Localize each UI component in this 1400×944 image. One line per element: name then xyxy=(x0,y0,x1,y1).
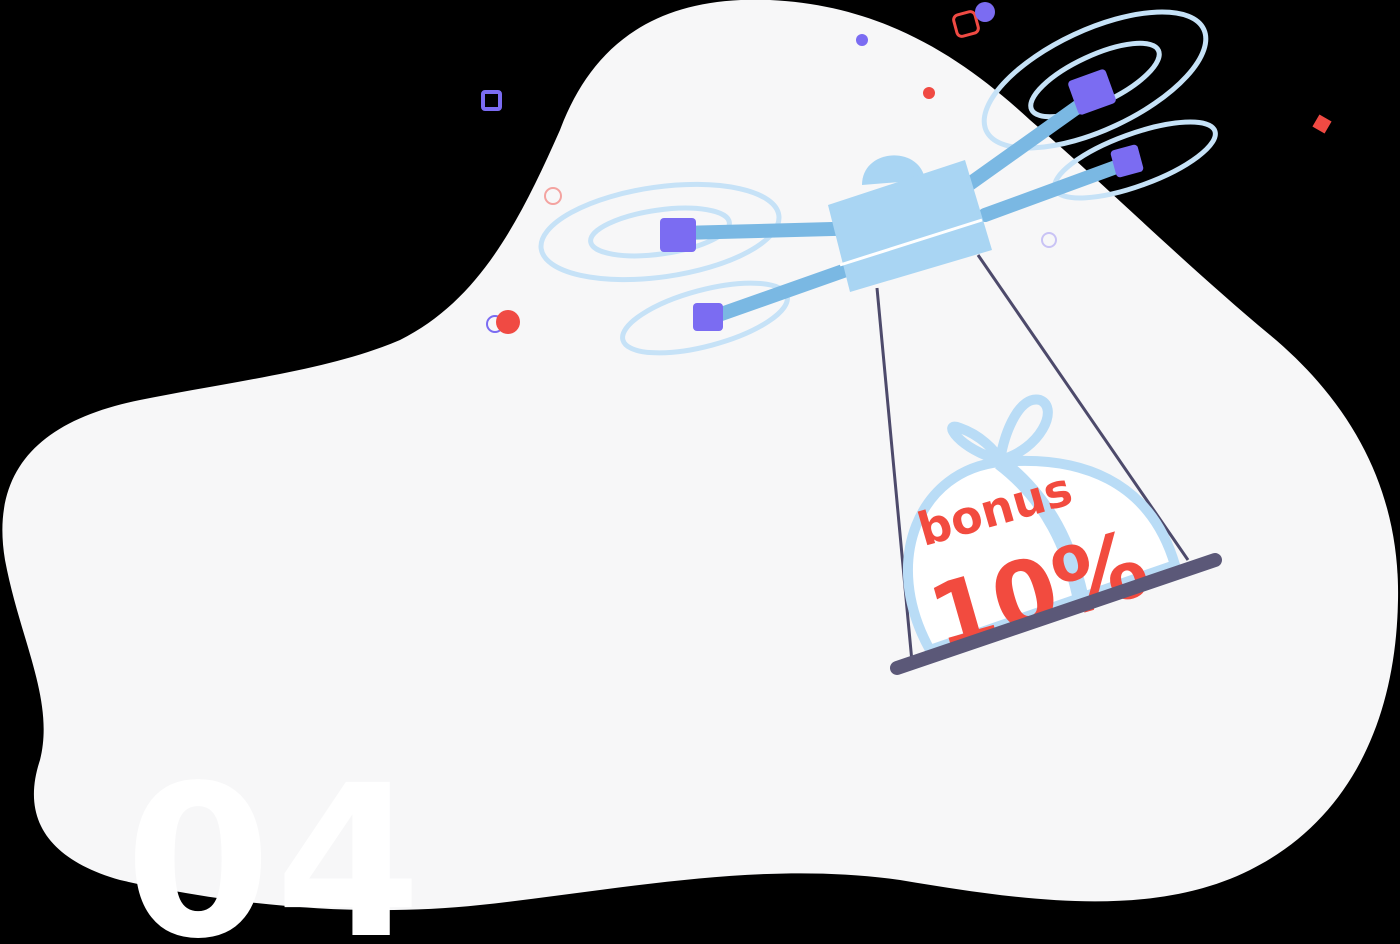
background-blob xyxy=(2,0,1399,911)
confetti-ring-icon xyxy=(1041,232,1057,248)
confetti-ring-icon xyxy=(544,187,562,205)
drone-motors xyxy=(660,69,1144,331)
step-number: 04 xyxy=(125,740,425,944)
gift-ribbon-vertical xyxy=(995,455,1088,597)
drone-body xyxy=(828,155,992,292)
motor-icon xyxy=(693,303,723,331)
drone-dome xyxy=(862,155,925,185)
motor-icon xyxy=(1068,69,1116,115)
motor-icon xyxy=(660,218,696,252)
rotor-blur-back-right xyxy=(981,9,1209,151)
confetti-dot-icon xyxy=(975,2,995,22)
drone-stripe xyxy=(839,218,983,267)
swing-board xyxy=(890,553,1222,675)
drone-arm xyxy=(978,156,1134,222)
rotor-blur-front-left-inner xyxy=(588,205,732,259)
rope-right xyxy=(976,254,1190,561)
rotor-blur-front-left xyxy=(538,181,782,283)
confetti-square-icon xyxy=(1312,114,1332,134)
gift-bow-icon xyxy=(947,394,1053,468)
confetti-dot-icon xyxy=(496,310,520,334)
confetti-dot-icon xyxy=(856,34,868,46)
confetti-square-icon xyxy=(952,10,980,38)
drone-chassis xyxy=(828,160,992,292)
motor-icon xyxy=(1110,144,1144,178)
confetti-dot-icon xyxy=(923,87,935,99)
confetti-group xyxy=(481,2,1332,334)
confetti-square-icon xyxy=(481,90,502,111)
